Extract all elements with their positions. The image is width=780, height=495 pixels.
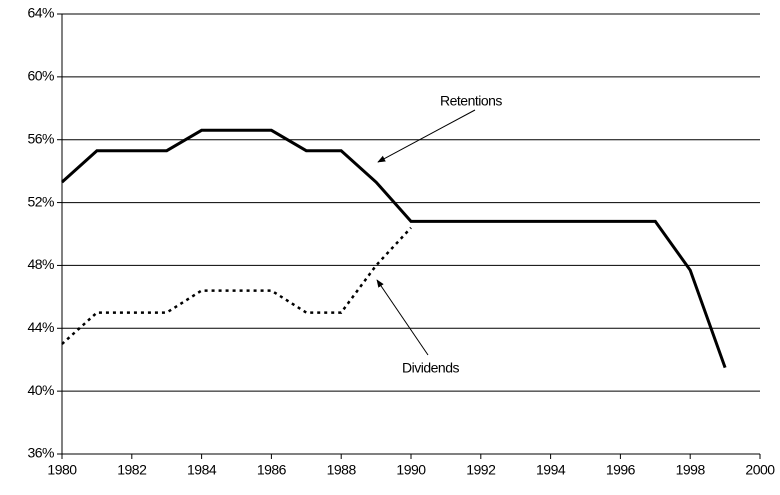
x-tick-label: 2000 [745, 462, 775, 478]
annotation-arrow [376, 279, 429, 356]
series-line [61, 226, 412, 345]
x-tick-label: 1998 [676, 462, 706, 478]
y-tick-label: 56% [27, 130, 54, 146]
x-tick-label: 1992 [466, 462, 496, 478]
y-tick-label: 60% [27, 68, 54, 84]
x-tick-label: 1980 [47, 462, 77, 478]
series-label: Dividends [402, 360, 459, 376]
x-tick-label: 1982 [117, 462, 147, 478]
y-tick-label: 52% [27, 193, 54, 209]
annotation-arrow [377, 109, 476, 163]
y-tick-label: 36% [27, 445, 54, 461]
x-tick-label: 1990 [396, 462, 426, 478]
y-tick-label: 44% [27, 319, 54, 335]
x-tick-label: 1986 [257, 462, 287, 478]
x-tick-label: 1996 [606, 462, 636, 478]
x-tick-label: 1988 [327, 462, 357, 478]
series-line [60, 128, 727, 369]
series-label: Retentions [440, 93, 502, 109]
y-tick-label: 64% [27, 5, 54, 21]
y-tick-label: 40% [27, 382, 54, 398]
x-tick-label: 1984 [187, 462, 217, 478]
y-tick-label: 48% [27, 256, 54, 272]
x-tick-label: 1994 [536, 462, 566, 478]
